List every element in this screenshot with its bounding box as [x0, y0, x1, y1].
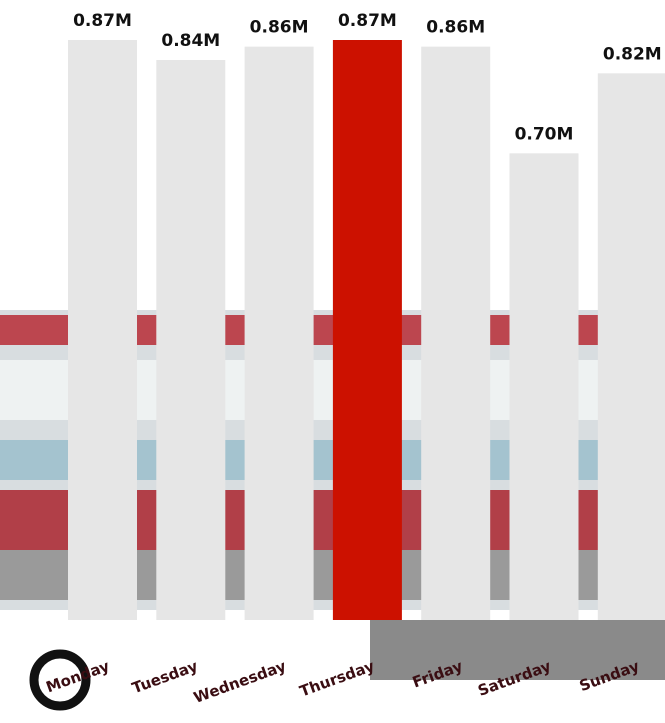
- bar: [68, 40, 137, 620]
- value-label: 0.86M: [426, 18, 485, 38]
- x-tick-label: Tuesday: [130, 657, 201, 697]
- value-label: 0.84M: [161, 31, 220, 51]
- bar: [421, 46, 491, 620]
- bar: [332, 40, 402, 620]
- bar: [244, 46, 314, 620]
- x-tick-label: Thursday: [297, 657, 377, 701]
- value-label: 0.87M: [338, 11, 397, 31]
- bar: [509, 153, 579, 621]
- x-tick-label: Wednesday: [191, 657, 288, 707]
- value-label: 0.70M: [515, 124, 574, 144]
- value-label: 0.86M: [250, 18, 309, 38]
- value-label: 0.82M: [603, 44, 662, 64]
- bar: [156, 60, 226, 620]
- bar: [597, 73, 665, 621]
- value-label: 0.87M: [73, 11, 132, 31]
